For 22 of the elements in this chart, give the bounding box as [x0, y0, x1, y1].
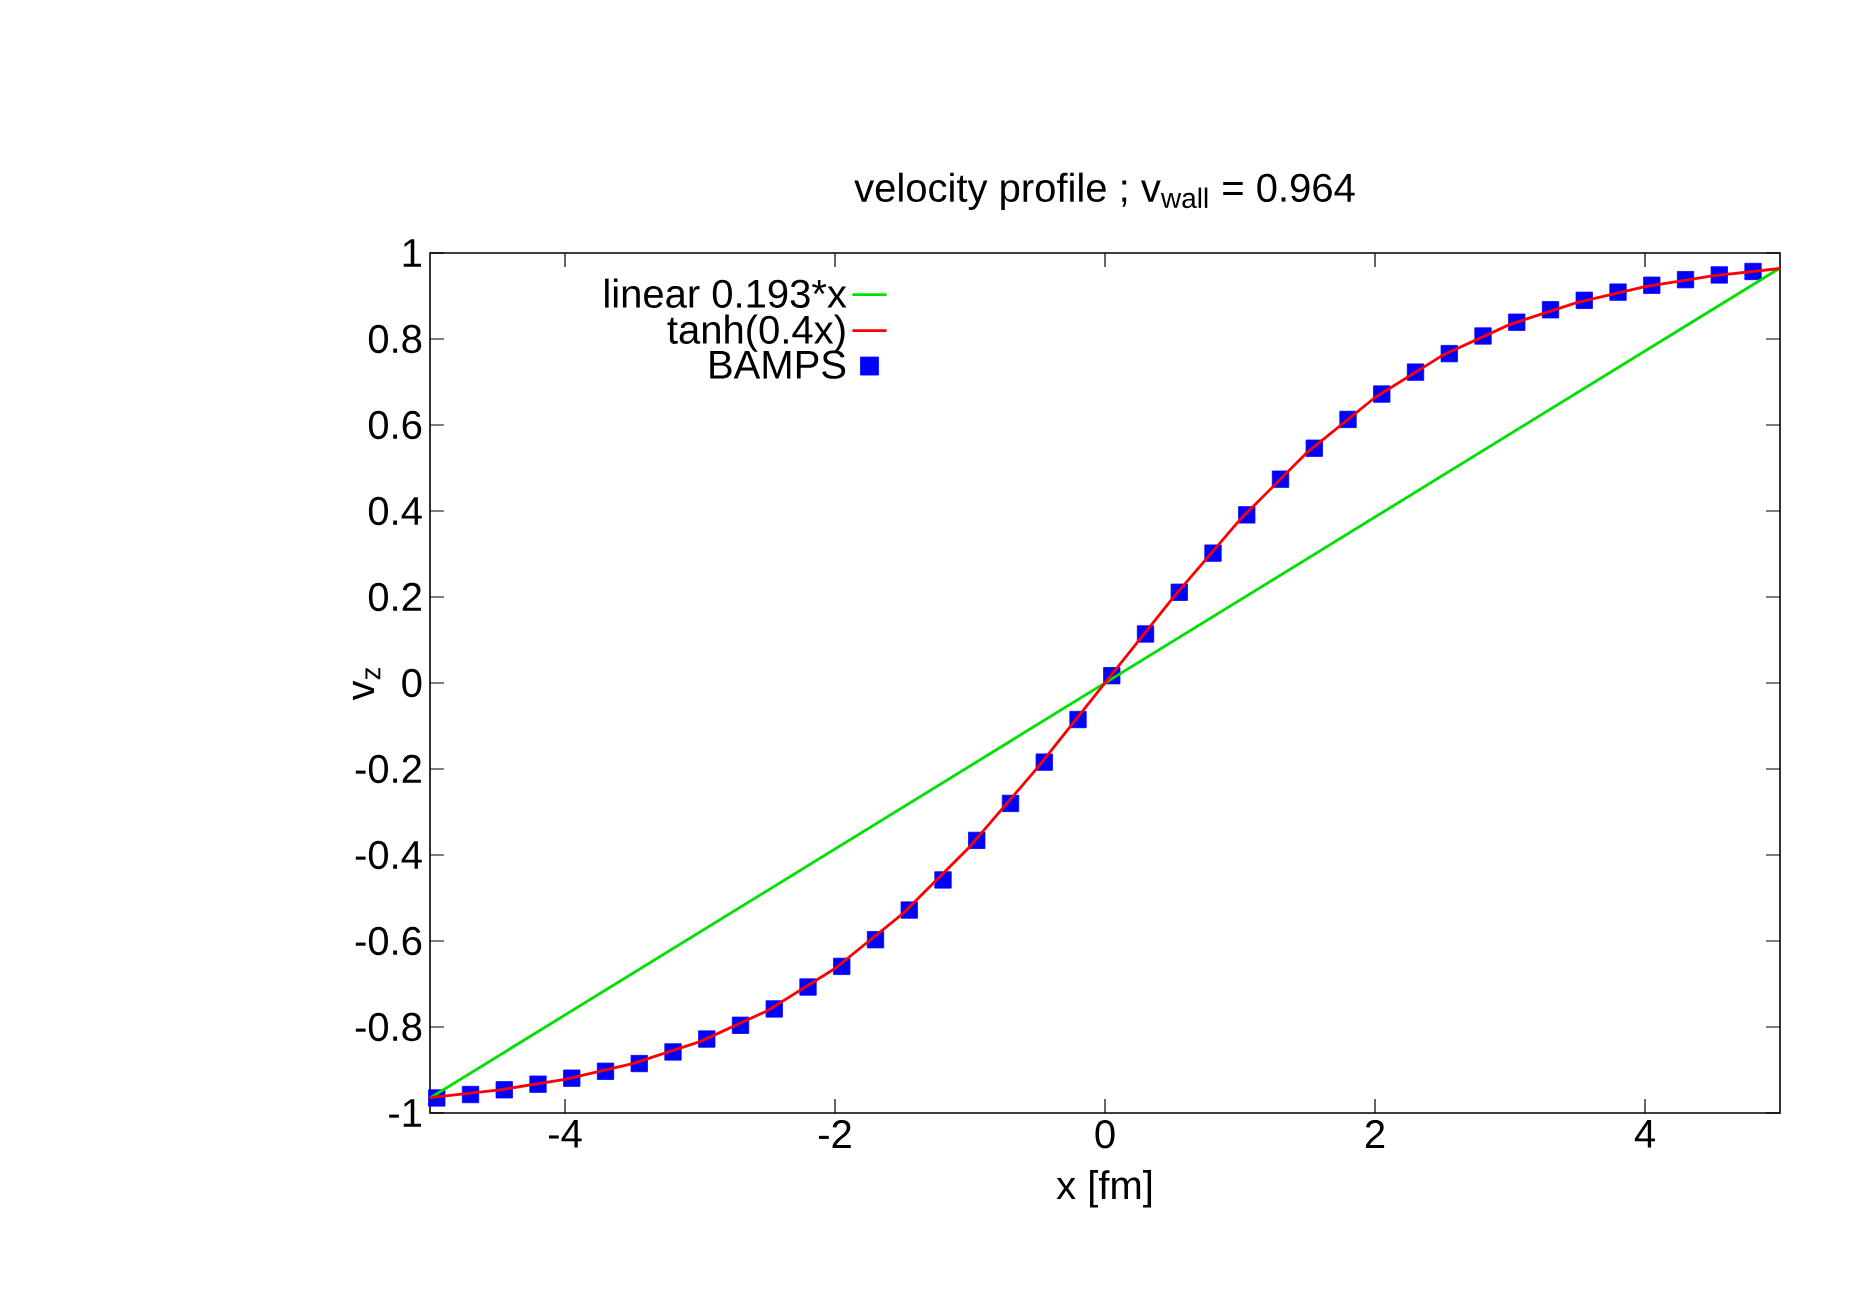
x-tick-label: -2: [819, 1120, 851, 1148]
chart-title: velocity profile ; v$_{wall}$ = 0.964: [854, 172, 1355, 210]
legend-label: BAMPS: [710, 350, 846, 379]
legend-label: linear 0.193*x: [605, 278, 847, 308]
y-tick-label: 0.6: [368, 410, 422, 440]
x-tick-label: 2: [1365, 1120, 1385, 1148]
x-tick-label: 0: [1095, 1120, 1115, 1149]
y-tick-label: 0.2: [368, 582, 421, 612]
x-tick-label: -4: [549, 1120, 582, 1148]
y-tick-label: 0.8: [368, 324, 422, 354]
y-tick-label: -0.2: [355, 754, 421, 784]
legend-label: tanh(0.4x): [667, 314, 845, 352]
y-tick-label: -0.6: [355, 926, 422, 956]
y-tick-label: -0.8: [355, 1012, 422, 1042]
y-tick-label: -1: [389, 1099, 421, 1127]
x-tick-label: 4: [1634, 1120, 1655, 1148]
y-axis-title: v$_{z}$: [352, 667, 381, 701]
y-tick-label: 1: [403, 239, 421, 267]
x-axis-title: x [fm]: [1056, 1170, 1152, 1208]
y-tick-label: 0: [402, 668, 422, 698]
y-tick-label: 0.4: [368, 496, 422, 526]
y-tick-label: -0.4: [355, 840, 422, 870]
